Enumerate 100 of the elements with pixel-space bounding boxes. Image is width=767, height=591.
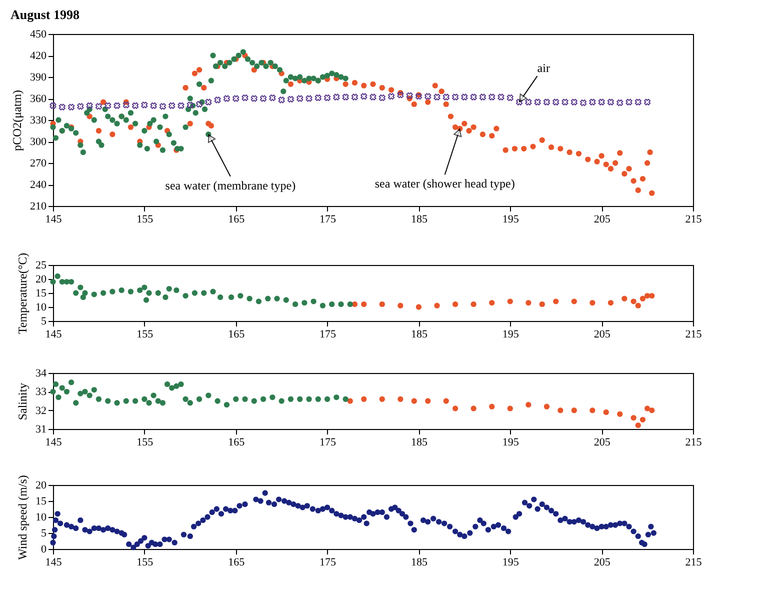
annotation: air	[537, 61, 550, 76]
y-tick-label: 420	[30, 50, 47, 62]
y-tick-label: 20	[36, 480, 47, 492]
x-tick-label: 205	[594, 328, 611, 340]
x-tick-label: 215	[685, 436, 702, 448]
y-axis-title: Wind speed (m/s)	[16, 475, 30, 560]
y-tick-label: 32	[36, 404, 46, 417]
chart-title: August 1998	[10, 7, 80, 22]
point	[182, 396, 188, 402]
point	[169, 385, 175, 391]
point	[155, 290, 161, 296]
point	[192, 290, 198, 296]
y-tick-label: 390	[30, 72, 47, 84]
point	[59, 385, 65, 391]
point	[489, 404, 495, 410]
point	[146, 290, 152, 296]
y-tick-label: 270	[30, 158, 47, 170]
point	[52, 381, 59, 388]
x-tick-label: 215	[685, 328, 702, 340]
y-axis-title: Temperature(°C)	[16, 252, 30, 334]
point	[324, 396, 330, 402]
point	[260, 396, 266, 402]
y-tick-label: 15	[36, 496, 47, 508]
y-tick-label: 15	[36, 288, 47, 300]
point	[73, 400, 79, 406]
point	[649, 292, 655, 299]
point	[142, 284, 148, 290]
y-tick-label: 5	[41, 528, 47, 540]
y-tick-label: 240	[30, 179, 47, 191]
x-tick-label: 155	[136, 328, 154, 340]
point	[100, 290, 106, 296]
point	[64, 388, 70, 394]
point	[635, 302, 641, 308]
point	[635, 422, 641, 428]
x-tick-label: 165	[228, 436, 246, 448]
point	[544, 404, 550, 410]
point	[310, 298, 316, 304]
y-tick-label: 33	[36, 386, 47, 398]
x-tick-label: 175	[320, 214, 337, 226]
point	[553, 298, 559, 304]
point	[155, 398, 161, 404]
point	[617, 411, 623, 417]
point	[73, 290, 79, 296]
y-tick-label: 330	[30, 114, 47, 126]
x-tick-label: 195	[502, 328, 520, 340]
x-tick-label: 185	[410, 328, 428, 340]
point	[361, 301, 367, 308]
point	[242, 396, 248, 402]
point	[590, 408, 596, 414]
point	[452, 406, 458, 412]
y-tick-label: 0	[41, 544, 47, 556]
point	[86, 392, 92, 398]
point	[526, 300, 532, 306]
point	[178, 381, 184, 388]
point	[210, 288, 216, 294]
point	[571, 408, 577, 414]
point	[228, 294, 234, 300]
point	[91, 292, 97, 298]
point	[187, 400, 193, 406]
x-tick-label: 195	[502, 436, 520, 448]
x-tick-label: 145	[45, 436, 62, 448]
point	[507, 298, 513, 304]
point	[201, 290, 207, 296]
point	[233, 396, 239, 402]
point	[398, 396, 404, 402]
point	[347, 301, 353, 308]
x-tick-label: 145	[45, 214, 62, 226]
point	[105, 398, 111, 404]
point	[292, 301, 298, 308]
point	[489, 300, 495, 306]
y-tick-label: 10	[36, 302, 47, 314]
point	[80, 294, 86, 300]
point	[214, 398, 220, 404]
x-tick-label: 185	[410, 214, 428, 226]
point	[270, 394, 276, 400]
point	[347, 398, 353, 404]
point	[123, 398, 129, 404]
point	[174, 287, 180, 294]
point	[251, 398, 257, 404]
point	[470, 406, 476, 412]
y-axis-title: pCO2(μatm)	[10, 90, 24, 152]
y-tick-label: 300	[30, 136, 47, 148]
y-tick-label: 360	[30, 93, 47, 105]
x-tick-label: 205	[594, 556, 611, 568]
point	[166, 286, 172, 292]
x-tick-label: 175	[320, 556, 337, 568]
point	[91, 386, 97, 393]
point	[398, 302, 404, 308]
point	[342, 396, 348, 402]
point	[128, 288, 134, 294]
point	[288, 396, 294, 402]
y-axis-title: Salinity	[16, 382, 30, 420]
point	[182, 292, 188, 299]
x-tick-label: 155	[136, 214, 154, 226]
x-tick-label: 175	[320, 436, 337, 448]
point	[82, 388, 88, 394]
point	[608, 300, 614, 306]
point	[622, 296, 628, 302]
x-tick-label: 165	[228, 214, 246, 226]
point	[644, 406, 650, 412]
